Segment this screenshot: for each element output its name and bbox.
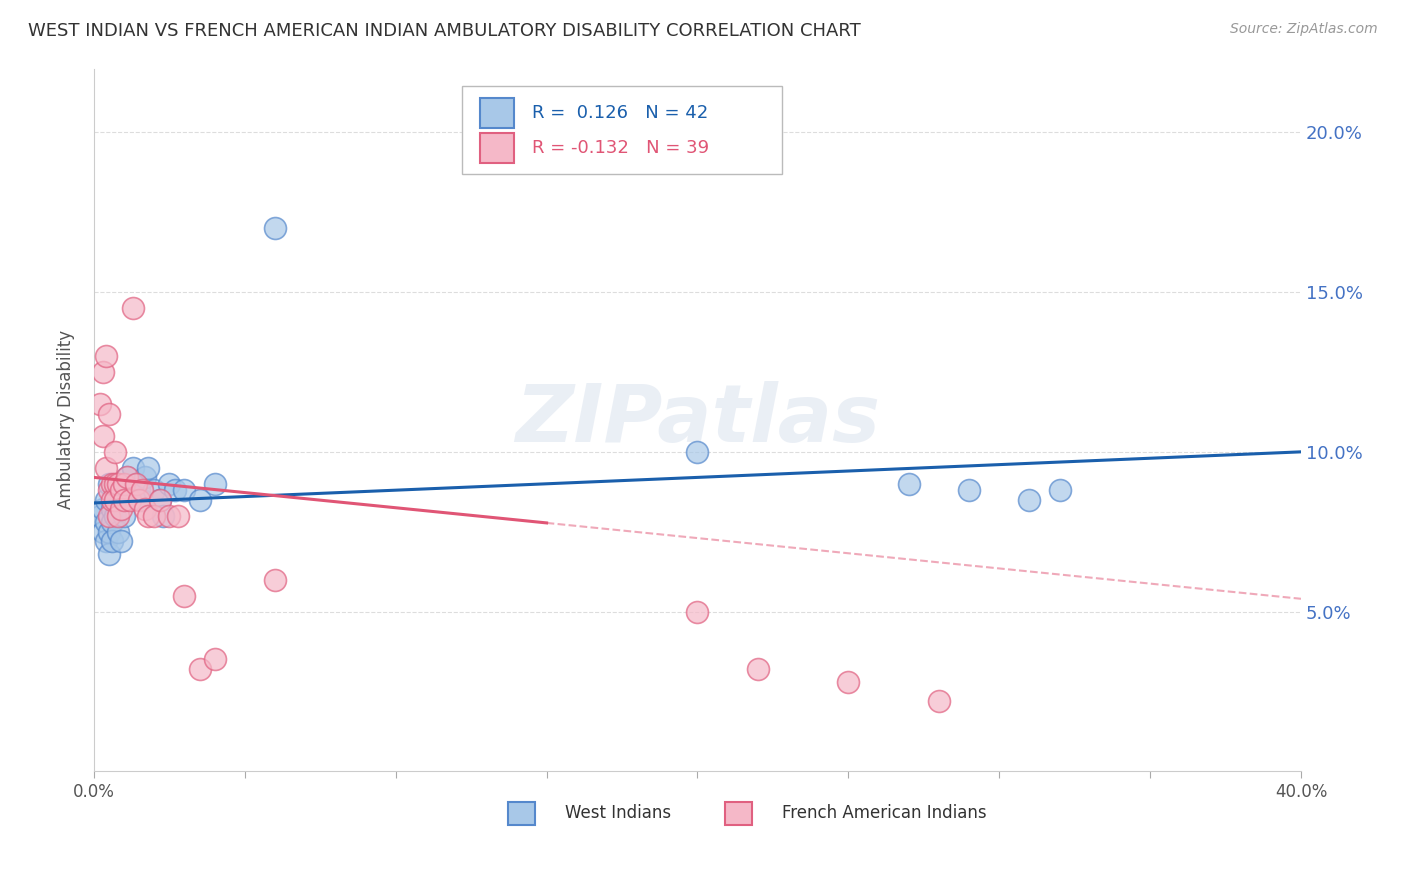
Point [107,524,129,539]
Point [157,476,180,491]
Point [128,483,150,498]
Point [101,515,124,529]
Text: Source: ZipAtlas.com: Source: ZipAtlas.com [1230,22,1378,37]
Point [1049,483,1071,498]
Point [204,476,226,491]
Point [120,483,142,498]
Point [157,508,180,523]
Y-axis label: Ambulatory Disability: Ambulatory Disability [58,330,75,509]
Point [94,460,117,475]
Point [101,502,124,516]
Text: French American Indians: French American Indians [782,805,987,822]
Point [89,508,111,523]
Point [91,365,114,379]
Point [128,492,150,507]
FancyBboxPatch shape [463,87,782,174]
Point [98,476,121,491]
Point [152,508,174,523]
Point [104,508,127,523]
Point [107,476,129,491]
Text: West Indians: West Indians [565,805,671,822]
Text: R = -0.132   N = 39: R = -0.132 N = 39 [531,139,709,157]
Point [686,605,709,619]
Point [173,483,195,498]
Point [110,534,132,549]
Text: R =  0.126   N = 42: R = 0.126 N = 42 [531,103,709,122]
Point [112,492,135,507]
Bar [508,802,534,825]
Point [837,674,859,689]
Point [91,524,114,539]
Point [131,483,153,498]
Point [110,483,132,498]
Point [125,476,148,491]
Point [928,694,950,708]
Point [107,476,129,491]
Point [104,483,127,498]
Point [122,460,145,475]
Point [89,397,111,411]
Point [136,508,159,523]
Point [98,483,121,498]
Point [957,483,980,498]
Point [107,508,129,523]
Point [143,483,166,498]
Bar [481,133,515,162]
Point [149,492,172,507]
Point [188,662,211,676]
Point [112,508,135,523]
Point [131,492,153,507]
Point [167,508,190,523]
Point [125,476,148,491]
Point [91,502,114,516]
Point [91,429,114,443]
Point [122,301,145,315]
Point [112,483,135,498]
Point [136,460,159,475]
Point [94,534,117,549]
Point [98,547,121,561]
Point [120,492,142,507]
Point [94,515,117,529]
Point [173,589,195,603]
Text: ZIPatlas: ZIPatlas [515,381,880,458]
Bar [481,98,515,128]
Point [1018,492,1040,507]
Point [143,508,166,523]
Point [94,349,117,363]
Point [897,476,920,491]
Point [101,492,124,507]
Point [110,492,132,507]
Point [104,445,127,459]
Point [149,492,172,507]
Point [98,508,121,523]
Point [264,221,287,235]
Bar [725,802,752,825]
Text: WEST INDIAN VS FRENCH AMERICAN INDIAN AMBULATORY DISABILITY CORRELATION CHART: WEST INDIAN VS FRENCH AMERICAN INDIAN AM… [28,22,860,40]
Point [98,407,121,421]
Point [264,573,287,587]
Point [94,492,117,507]
Point [101,534,124,549]
Point [204,652,226,666]
Point [115,470,138,484]
Point [115,470,138,484]
Point [165,483,187,498]
Point [98,524,121,539]
Point [112,476,135,491]
Point [104,492,127,507]
Point [104,476,127,491]
Point [134,502,156,516]
Point [188,492,211,507]
Point [747,662,769,676]
Point [686,445,709,459]
Point [101,476,124,491]
Point [110,502,132,516]
Point [134,470,156,484]
